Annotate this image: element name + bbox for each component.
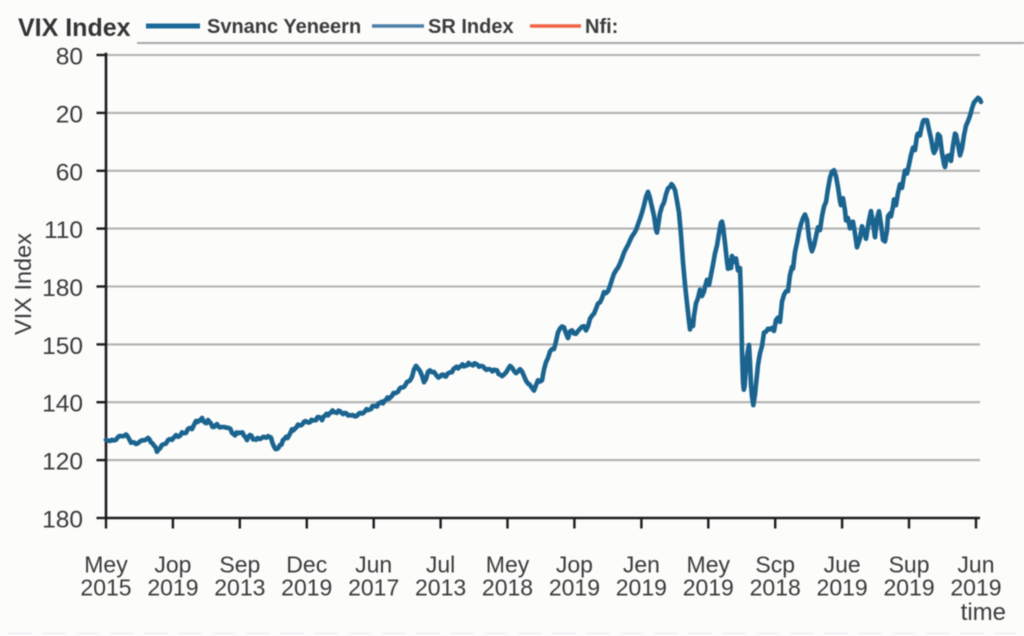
svg-text:Jun: Jun [957, 552, 994, 578]
svg-text:180: 180 [42, 275, 83, 302]
svg-text:Nfi:: Nfi: [585, 16, 618, 38]
svg-text:140: 140 [42, 391, 83, 418]
svg-text:Mey: Mey [687, 552, 731, 578]
svg-text:150: 150 [42, 333, 83, 360]
svg-text:2018: 2018 [482, 575, 533, 601]
svg-text:2019: 2019 [549, 575, 600, 601]
svg-text:2018: 2018 [750, 575, 801, 601]
svg-text:2017: 2017 [348, 575, 399, 601]
svg-text:Mey: Mey [84, 552, 128, 578]
svg-text:2013: 2013 [415, 575, 466, 601]
svg-text:2019: 2019 [147, 575, 198, 601]
svg-text:Jul: Jul [426, 552, 455, 578]
svg-text:Sep: Sep [219, 552, 260, 578]
svg-text:2019: 2019 [281, 575, 332, 601]
svg-text:Mey: Mey [486, 552, 530, 578]
svg-text:2019: 2019 [950, 575, 1001, 601]
svg-text:Scp: Scp [755, 552, 795, 578]
svg-text:2019: 2019 [817, 575, 868, 601]
svg-text:60: 60 [56, 159, 83, 186]
svg-text:120: 120 [42, 449, 83, 476]
svg-text:SR Index: SR Index [428, 16, 514, 38]
svg-text:Sup: Sup [889, 552, 930, 578]
svg-text:Jen: Jen [623, 552, 660, 578]
svg-text:Dec: Dec [286, 552, 327, 578]
svg-text:VIX Index: VIX Index [18, 14, 131, 42]
svg-text:2019: 2019 [683, 575, 734, 601]
svg-text:Jue: Jue [824, 552, 861, 578]
svg-text:2015: 2015 [80, 575, 131, 601]
svg-text:180: 180 [42, 507, 83, 534]
svg-text:Jop: Jop [556, 552, 593, 578]
svg-text:2019: 2019 [616, 575, 667, 601]
svg-text:Svnanc Yeneern: Svnanc Yeneern [207, 16, 361, 38]
svg-text:VIX Index: VIX Index [10, 233, 36, 335]
svg-text:2019: 2019 [883, 575, 934, 601]
svg-text:Jun: Jun [355, 552, 392, 578]
svg-text:time: time [961, 599, 1006, 626]
svg-text:Jop: Jop [154, 552, 191, 578]
svg-text:20: 20 [56, 101, 83, 128]
svg-text:110: 110 [44, 217, 83, 244]
svg-text:80: 80 [56, 44, 83, 71]
svg-text:2013: 2013 [214, 575, 265, 601]
